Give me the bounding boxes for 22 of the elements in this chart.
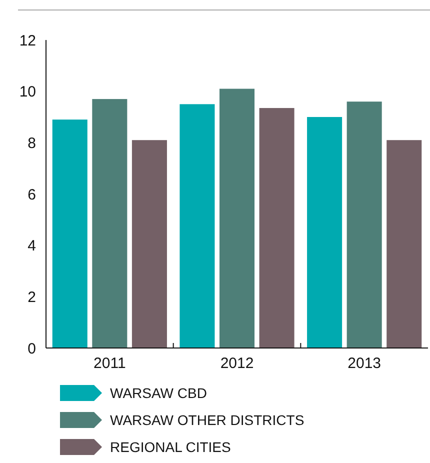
bar [52,120,88,348]
x-tick-label: 2013 [348,355,382,372]
x-tick-label: 2011 [94,355,126,372]
y-tick-label: 10 [19,84,36,101]
bar [259,108,294,348]
bar [346,102,382,348]
y-tick-label: 0 [28,340,36,358]
y-tick-label: 4 [28,238,36,255]
bar [180,104,215,348]
y-tick-label: 2 [28,288,36,306]
legend-label: WARSAW OTHER DISTRICTS [110,412,304,428]
legend-label: REGIONAL CITIES [110,438,231,455]
bar [132,140,167,348]
bar [219,88,255,348]
bar [307,117,342,348]
y-tick-label: 8 [28,134,36,152]
y-tick-label: 12 [19,32,36,50]
bar [386,140,422,348]
y-tick-label: 6 [28,186,36,204]
x-tick-label: 2012 [220,355,254,372]
bar [92,99,128,348]
legend-label: WARSAW CBD [110,384,207,401]
